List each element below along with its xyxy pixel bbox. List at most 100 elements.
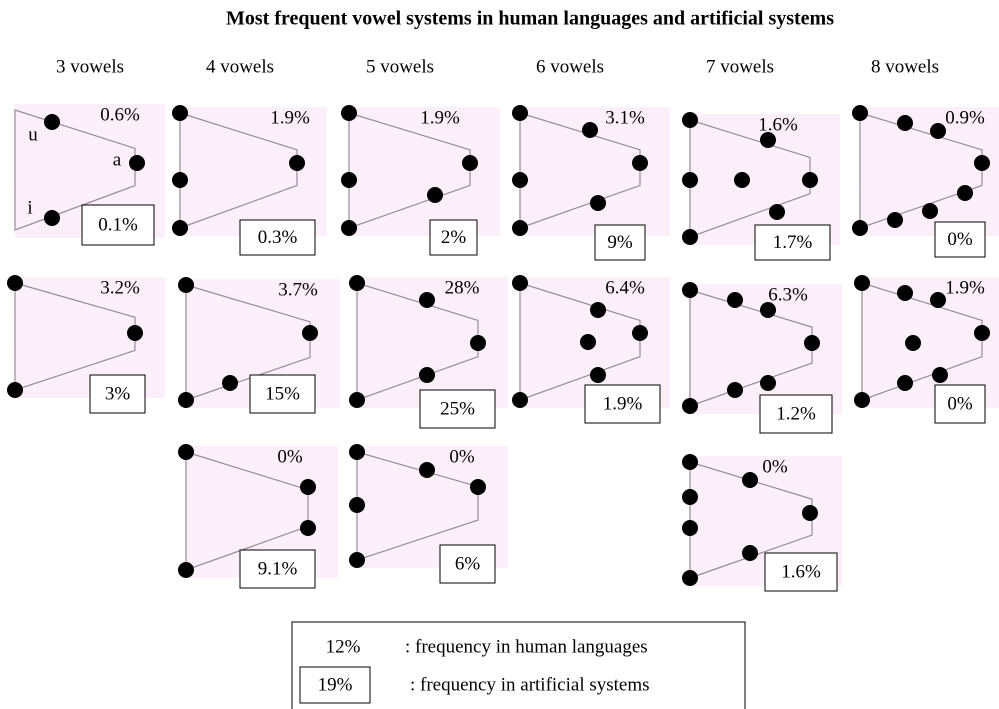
artificial-box	[81, 204, 155, 246]
vowel-dot	[802, 505, 818, 521]
legend-artificial-text: : frequency in artificial systems	[410, 674, 650, 695]
vowel-dot	[897, 375, 913, 391]
vowel-dot	[742, 545, 758, 561]
vowel-dot	[930, 292, 946, 308]
vowel-dot	[127, 325, 143, 341]
column-header: 8 vowels	[871, 56, 939, 77]
human-frequency: 28%	[445, 277, 480, 298]
vowel-label: i	[27, 197, 32, 218]
vowel-dot	[7, 382, 23, 398]
vowel-dot	[887, 212, 903, 228]
human-frequency: 3.7%	[278, 279, 318, 300]
vowel-dot	[349, 444, 365, 460]
human-frequency: 1.9%	[270, 107, 310, 128]
vowel-dot	[932, 367, 948, 383]
human-frequency: 6.3%	[768, 284, 808, 305]
human-frequency: 0%	[277, 446, 303, 467]
artificial-frequency: 15%	[265, 383, 300, 404]
artificial-frequency: 0.1%	[98, 214, 138, 235]
human-frequency: 6.4%	[605, 277, 645, 298]
vowel-dot	[852, 105, 868, 121]
vowel-dot	[300, 479, 316, 495]
human-frequency: 0.9%	[945, 107, 985, 128]
artificial-frequency: 0.3%	[258, 227, 298, 248]
artificial-frequency: 1.6%	[781, 561, 821, 582]
vowel-dot	[129, 155, 145, 171]
vowel-dot	[349, 552, 365, 568]
vowel-dot	[44, 210, 60, 226]
vowel-dot	[512, 105, 528, 121]
vowel-dot	[769, 204, 785, 220]
vowel-space	[14, 282, 136, 391]
artificial-box	[429, 219, 478, 256]
vowel-dot	[727, 382, 743, 398]
vowel-dot	[349, 497, 365, 513]
human-frequency: 0%	[449, 446, 475, 467]
vowel-dot	[582, 122, 598, 138]
artificial-box	[759, 394, 833, 434]
column-header: 7 vowels	[706, 56, 774, 77]
vowel-dot	[419, 462, 435, 478]
vowel-dot	[178, 444, 194, 460]
artificial-frequency: 3%	[105, 383, 131, 404]
legend-human-text: : frequency in human languages	[405, 636, 648, 657]
human-frequency: 1.6%	[758, 114, 798, 135]
vowel-dot	[419, 292, 435, 308]
vowel-dot	[580, 334, 596, 350]
vowel-dot	[7, 275, 23, 291]
vowel-dot	[172, 220, 188, 236]
legend-human-sample: 12%	[326, 636, 361, 657]
vowel-dot	[419, 367, 435, 383]
vowel-dot	[512, 392, 528, 408]
vowel-dot	[349, 392, 365, 408]
vowel-dot	[727, 292, 743, 308]
vowel-space	[356, 282, 479, 401]
artificial-box	[754, 224, 831, 261]
vowel-dot	[682, 454, 698, 470]
legend-sample-box	[299, 666, 371, 704]
artificial-box	[764, 552, 838, 592]
vowel-dot	[682, 282, 698, 298]
vowel-dot	[178, 562, 194, 578]
vowel-dot	[172, 172, 188, 188]
artificial-frequency: 0%	[947, 393, 973, 414]
human-frequency: 1.9%	[945, 277, 985, 298]
vowel-dot	[512, 172, 528, 188]
vowel-dot	[905, 335, 921, 351]
vowel-dot	[341, 220, 357, 236]
vowel-dot	[682, 229, 698, 245]
vowel-space	[348, 112, 471, 229]
human-frequency: 1.9%	[420, 107, 460, 128]
vowel-dot	[682, 172, 698, 188]
vowel-dot	[341, 172, 357, 188]
vowel-dot	[470, 479, 486, 495]
vowel-dot	[930, 123, 946, 139]
vowel-dot	[760, 302, 776, 318]
artificial-box	[584, 384, 661, 424]
vowel-dot	[854, 275, 870, 291]
vowel-space	[179, 112, 298, 229]
vowel-dot	[682, 112, 698, 128]
vowel-dot	[802, 172, 818, 188]
vowel-dot	[897, 115, 913, 131]
vowel-dot	[682, 520, 698, 536]
vowel-dot	[760, 375, 776, 391]
vowel-dot	[300, 520, 316, 536]
column-header: 3 vowels	[56, 56, 124, 77]
artificial-box	[239, 549, 316, 589]
vowel-dot	[44, 114, 60, 130]
vowel-space	[861, 282, 983, 401]
vowel-dot	[742, 472, 758, 488]
artificial-frequency: 1.2%	[776, 403, 816, 424]
artificial-box	[439, 544, 496, 584]
artificial-box	[89, 374, 146, 414]
panel-background	[349, 107, 500, 236]
vowel-dot	[178, 392, 194, 408]
title: Most frequent vowel systems in human lan…	[226, 8, 834, 30]
artificial-frequency: 9%	[607, 232, 633, 253]
vowel-dot	[957, 185, 973, 201]
vowel-space	[689, 461, 813, 579]
vowel-dot	[760, 132, 776, 148]
vowel-dot	[854, 392, 870, 408]
